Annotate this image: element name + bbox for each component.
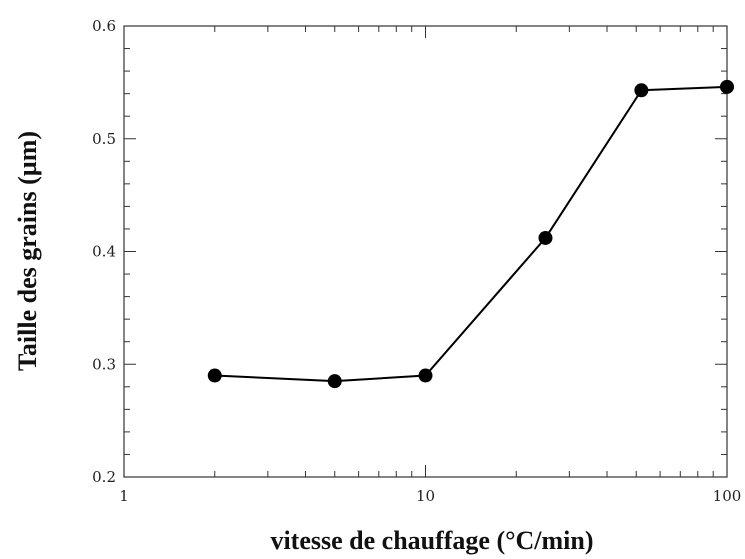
x-tick-label: 1 [119, 487, 129, 505]
data-point [720, 79, 734, 94]
y-tick-label: 0.4 [92, 243, 116, 261]
data-point [327, 374, 342, 389]
x-tick-label: 100 [713, 487, 742, 505]
y-tick-label: 0.3 [92, 355, 116, 373]
axis-ticks [123, 25, 728, 478]
x-axis-title: vitesse de chauffage (°C/min) [270, 526, 593, 555]
y-axis-title: Taille des grains (µm) [13, 131, 42, 371]
data-point [418, 368, 433, 383]
data-point [207, 368, 222, 383]
y-tick-label: 0.2 [92, 468, 116, 486]
axis-tick-labels: 1 10 100 0.2 0.3 0.4 0.5 0.6 [92, 17, 741, 505]
series-line [214, 85, 728, 383]
series-layer [207, 79, 734, 389]
y-tick-label: 0.5 [92, 130, 116, 148]
data-point [634, 83, 649, 98]
y-tick-label: 0.6 [92, 17, 116, 35]
data-point [538, 230, 553, 245]
x-tick-label: 10 [416, 487, 435, 505]
